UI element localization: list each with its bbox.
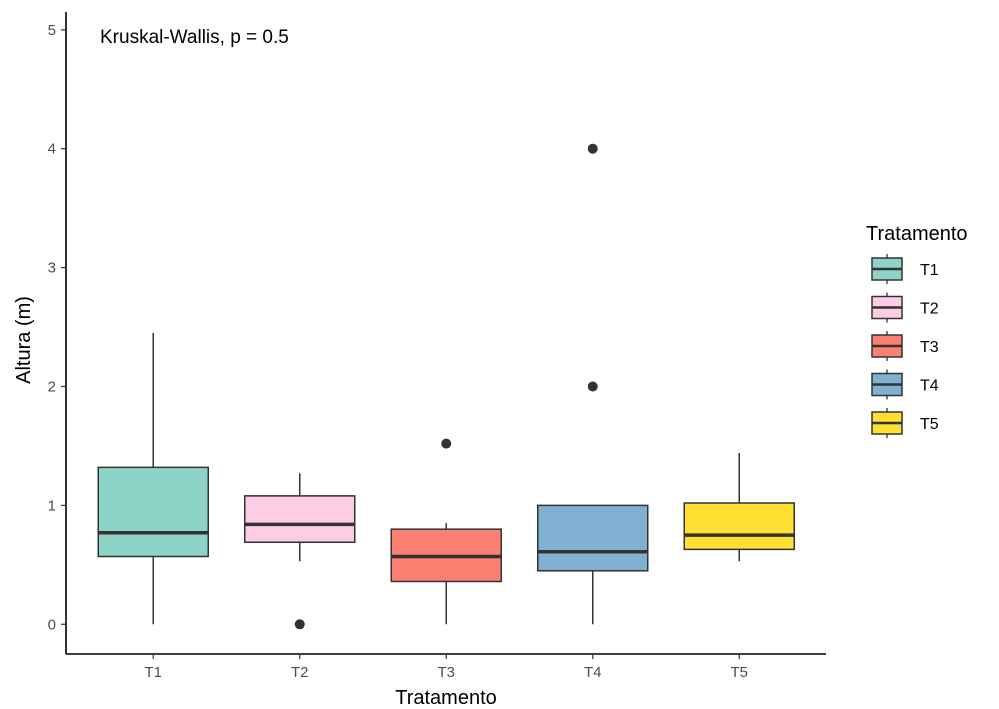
legend-key-t5 xyxy=(871,408,903,438)
x-axis-title: Tratamento xyxy=(395,687,497,709)
x-tick-label: T5 xyxy=(730,664,748,681)
y-tick-label: 3 xyxy=(48,260,56,277)
outlier-point xyxy=(441,438,452,449)
iqr-box xyxy=(683,502,795,551)
y-tick-label: 0 xyxy=(48,616,56,633)
x-tick-label: T3 xyxy=(437,664,455,681)
x-tick-label: T1 xyxy=(144,664,162,681)
outlier-point xyxy=(294,619,305,630)
legend-title: Tratamento xyxy=(866,223,968,245)
x-tick-label: T4 xyxy=(584,664,602,681)
y-tick-label: 5 xyxy=(48,22,56,39)
legend-label: T2 xyxy=(920,301,939,318)
y-tick-label: 1 xyxy=(48,497,56,514)
legend-key-t3 xyxy=(871,331,903,361)
chart-annotation: Kruskal-Wallis, p = 0.5 xyxy=(100,27,289,48)
box-t3 xyxy=(390,438,502,625)
y-axis-title: Altura (m) xyxy=(13,296,35,384)
iqr-box xyxy=(537,504,649,572)
iqr-box xyxy=(97,466,209,558)
iqr-box xyxy=(244,495,356,543)
legend-key-t1 xyxy=(871,254,903,284)
legend-key-t2 xyxy=(871,292,903,323)
outlier-point xyxy=(587,381,598,392)
box-t1 xyxy=(97,333,209,625)
legend-label: T4 xyxy=(920,378,939,395)
legend-label: T3 xyxy=(920,339,939,356)
box-t4 xyxy=(537,143,649,625)
y-tick-label: 4 xyxy=(48,141,56,158)
legend-key-t4 xyxy=(871,369,903,400)
legend: Tratamento T1 T2 T3 T4 T5 xyxy=(866,223,968,438)
legend-label: T5 xyxy=(920,416,939,433)
box-t5 xyxy=(683,453,795,562)
box-t2 xyxy=(244,473,356,630)
legend-label: T1 xyxy=(920,262,939,279)
x-tick-label: T2 xyxy=(291,664,309,681)
outlier-point xyxy=(587,143,598,154)
y-tick-label: 2 xyxy=(48,379,56,396)
